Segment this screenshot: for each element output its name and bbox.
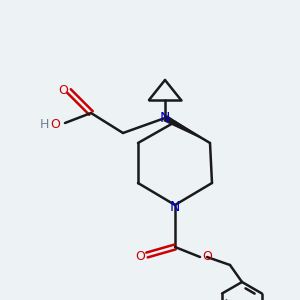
- Text: O: O: [135, 250, 145, 263]
- Text: H: H: [40, 118, 49, 131]
- Text: N: N: [170, 200, 180, 214]
- Text: O: O: [58, 83, 68, 97]
- Text: O: O: [202, 250, 212, 263]
- Text: N: N: [160, 111, 170, 125]
- Polygon shape: [163, 115, 210, 143]
- Text: O: O: [50, 118, 60, 131]
